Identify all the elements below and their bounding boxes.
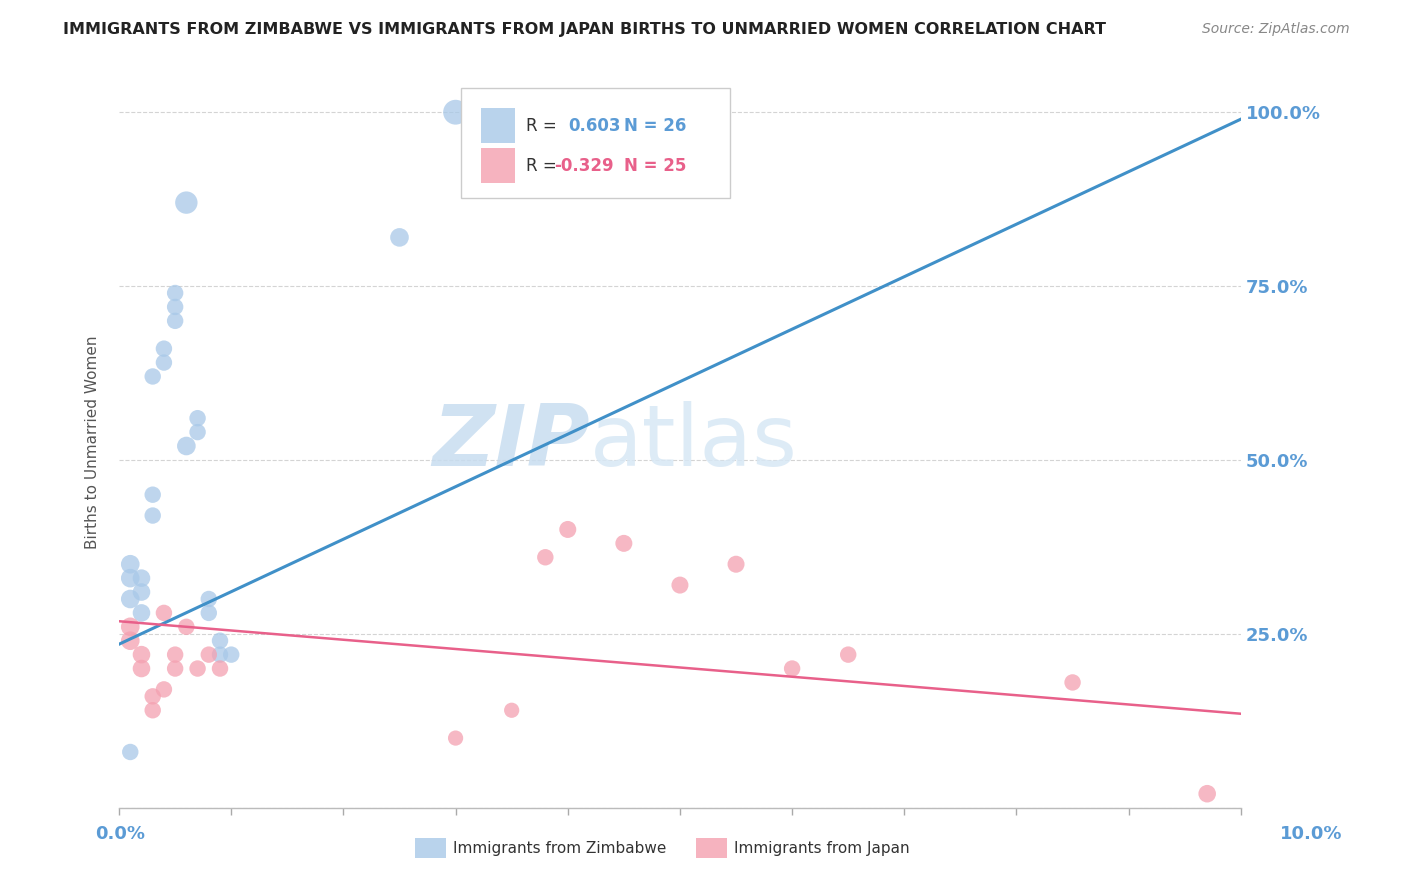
FancyBboxPatch shape	[461, 88, 731, 198]
Text: 0.603: 0.603	[568, 117, 620, 135]
Point	[142, 690, 165, 704]
Point	[501, 703, 523, 717]
Point	[153, 606, 176, 620]
Text: 0.0%: 0.0%	[96, 825, 146, 843]
Point	[187, 411, 209, 425]
Point	[669, 578, 692, 592]
Text: -0.329: -0.329	[554, 157, 614, 175]
Point	[837, 648, 859, 662]
Point	[120, 633, 142, 648]
Point	[165, 300, 187, 314]
Point	[120, 571, 142, 585]
Point	[1062, 675, 1084, 690]
Point	[534, 550, 557, 565]
Text: Immigrants from Zimbabwe: Immigrants from Zimbabwe	[453, 841, 666, 855]
Point	[187, 425, 209, 439]
Point	[176, 620, 198, 634]
Point	[142, 703, 165, 717]
Point	[724, 558, 747, 572]
Point	[153, 355, 176, 369]
Point	[780, 661, 803, 675]
Point	[153, 682, 176, 697]
Text: Immigrants from Japan: Immigrants from Japan	[734, 841, 910, 855]
Point	[557, 523, 579, 537]
Point	[131, 606, 153, 620]
Text: atlas: atlas	[591, 401, 799, 484]
Point	[1197, 787, 1219, 801]
Point	[120, 592, 142, 607]
Point	[444, 731, 467, 745]
Point	[219, 648, 242, 662]
Point	[388, 230, 411, 244]
Text: N = 26: N = 26	[624, 117, 686, 135]
Y-axis label: Births to Unmarried Women: Births to Unmarried Women	[86, 335, 100, 549]
Point	[198, 592, 221, 607]
Text: R =: R =	[526, 157, 562, 175]
Point	[142, 488, 165, 502]
Bar	[481, 108, 515, 143]
Text: IMMIGRANTS FROM ZIMBABWE VS IMMIGRANTS FROM JAPAN BIRTHS TO UNMARRIED WOMEN CORR: IMMIGRANTS FROM ZIMBABWE VS IMMIGRANTS F…	[63, 22, 1107, 37]
Bar	[481, 148, 515, 184]
Point	[165, 648, 187, 662]
Point	[613, 536, 636, 550]
Text: Source: ZipAtlas.com: Source: ZipAtlas.com	[1202, 22, 1350, 37]
Point	[131, 571, 153, 585]
Point	[198, 648, 221, 662]
Point	[142, 508, 165, 523]
Point	[165, 314, 187, 328]
Point	[165, 285, 187, 300]
Point	[176, 439, 198, 453]
Point	[208, 648, 231, 662]
Point	[142, 369, 165, 384]
Point	[208, 633, 231, 648]
Point	[120, 558, 142, 572]
Point	[120, 745, 142, 759]
Point	[131, 585, 153, 599]
Point	[208, 661, 231, 675]
Text: ZIP: ZIP	[433, 401, 591, 484]
Point	[198, 606, 221, 620]
Point	[131, 661, 153, 675]
Text: R =: R =	[526, 117, 562, 135]
Text: N = 25: N = 25	[624, 157, 686, 175]
Point	[444, 105, 467, 120]
Point	[120, 620, 142, 634]
Point	[165, 661, 187, 675]
Point	[187, 661, 209, 675]
Point	[131, 648, 153, 662]
Point	[176, 195, 198, 210]
Point	[153, 342, 176, 356]
Text: 10.0%: 10.0%	[1281, 825, 1343, 843]
